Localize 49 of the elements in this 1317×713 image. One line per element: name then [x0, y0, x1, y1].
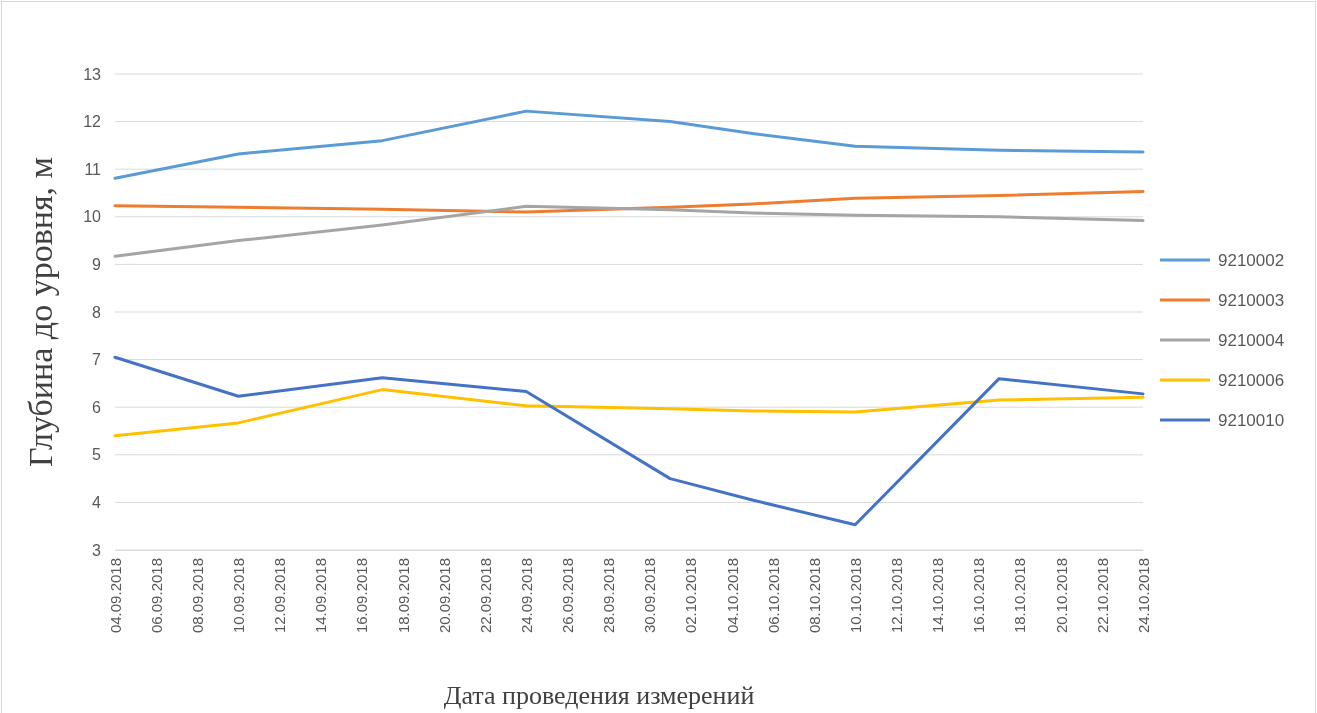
x-tick-label: 20.09.2018	[435, 558, 453, 634]
x-tick-label: 18.09.2018	[394, 558, 412, 634]
x-tick-label: 14.09.2018	[312, 558, 330, 634]
x-tick-label: 10.09.2018	[230, 558, 248, 634]
x-tick-label: 24.10.2018	[1134, 558, 1152, 634]
x-tick-label: 02.10.2018	[682, 558, 700, 634]
x-tick-label: 06.09.2018	[147, 558, 165, 634]
line-series	[113, 355, 1145, 527]
x-tick-label: 08.09.2018	[188, 558, 206, 634]
x-tick-label: 26.09.2018	[559, 558, 577, 634]
x-tick-label: 18.10.2018	[1011, 558, 1029, 634]
x-tick-label: 04.10.2018	[723, 558, 741, 634]
y-tick-label: 8	[92, 303, 102, 321]
y-tick-label: 4	[92, 494, 102, 512]
y-tick-label: 11	[84, 160, 102, 178]
y-axis-title: Глубина до уровня, м	[22, 156, 59, 468]
x-tick-label: 24.09.2018	[517, 558, 535, 634]
x-tick-label: 16.09.2018	[353, 558, 371, 634]
y-tick-label: 9	[92, 256, 102, 274]
line-series	[113, 190, 1145, 214]
legend-label: 9210002	[1218, 250, 1285, 270]
line-series	[113, 204, 1145, 258]
y-tick-label: 5	[92, 446, 102, 464]
x-tick-label: 12.09.2018	[271, 558, 289, 634]
x-tick-label: 06.10.2018	[764, 558, 782, 634]
x-tick-label: 16.10.2018	[970, 558, 988, 634]
x-tick-label: 22.09.2018	[476, 558, 494, 634]
x-tick-label: 14.10.2018	[929, 558, 947, 634]
line-series	[113, 109, 1145, 180]
x-tick-label: 20.10.2018	[1052, 558, 1070, 634]
legend-label: 9210004	[1218, 330, 1285, 350]
x-axis-title: Дата проведения измерений	[443, 681, 755, 710]
y-tick-label: 3	[92, 541, 102, 559]
line-series	[113, 388, 1145, 438]
y-tick-label: 6	[92, 398, 102, 416]
y-tick-label: 12	[83, 113, 102, 131]
legend-label: 9210010	[1218, 410, 1285, 430]
y-tick-label: 13	[83, 65, 102, 83]
x-tick-label: 08.10.2018	[805, 558, 823, 634]
y-tick-label: 7	[92, 351, 102, 369]
x-tick-label: 04.09.2018	[106, 558, 124, 634]
x-tick-label: 30.09.2018	[641, 558, 659, 634]
x-tick-label: 22.10.2018	[1093, 558, 1111, 634]
legend-label: 9210003	[1218, 290, 1285, 310]
y-tick-label: 10	[83, 208, 102, 226]
x-tick-label: 10.10.2018	[846, 558, 864, 634]
x-tick-label: 28.09.2018	[600, 558, 618, 634]
legend-label: 9210006	[1218, 370, 1285, 390]
x-tick-label: 12.10.2018	[888, 558, 906, 634]
